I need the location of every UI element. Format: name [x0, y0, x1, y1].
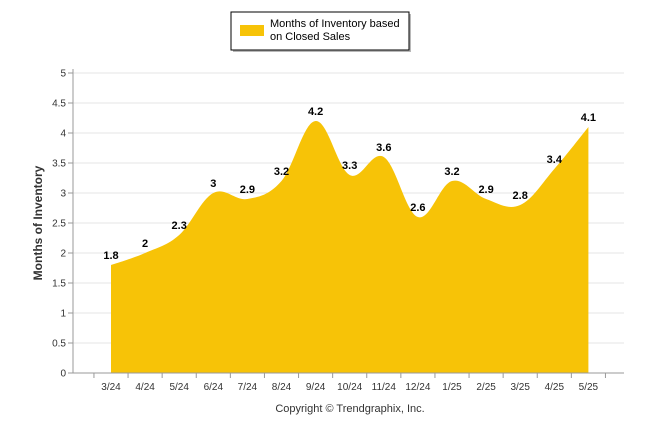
data-label: 2 — [142, 238, 148, 250]
data-label: 2.3 — [172, 220, 187, 232]
y-tick-label: 1.5 — [52, 279, 66, 290]
series-area-fill — [111, 120, 589, 373]
x-tick-label: 5/25 — [579, 382, 599, 393]
data-label: 3.2 — [444, 166, 459, 178]
legend: Months of Inventory based on Closed Sale… — [230, 11, 411, 52]
data-label: 2.8 — [513, 190, 528, 202]
x-tick-label: 4/24 — [135, 382, 155, 393]
data-label: 1.8 — [103, 250, 118, 262]
data-label: 2.9 — [478, 184, 493, 196]
y-axis-ticks: 0 0.5 1 1.5 2 2.5 3 3.5 4 4.5 5 — [52, 69, 73, 380]
data-label: 4.2 — [308, 106, 323, 118]
copyright-credit: Copyright © Trendgraphix, Inc. — [275, 403, 424, 415]
x-tick-label: 2/25 — [476, 382, 496, 393]
data-label: 3.2 — [274, 166, 289, 178]
data-labels: 1.8 2 2.3 3 2.9 3.2 4.2 3.3 3.6 2.6 3.2 2.9 2.8 3.4 4.… — [103, 106, 596, 262]
x-tick-label: 4/25 — [545, 382, 565, 393]
legend-swatch — [240, 25, 264, 36]
data-label: 3.3 — [342, 160, 357, 172]
y-tick-label: 5 — [60, 69, 66, 80]
y-tick-label: 1 — [60, 309, 66, 320]
data-label: 3 — [210, 178, 216, 190]
y-tick-label: 2 — [60, 249, 66, 260]
x-tick-label: 3/25 — [510, 382, 530, 393]
legend-line-2: on Closed Sales — [270, 31, 351, 43]
x-tick-label: 5/24 — [169, 382, 189, 393]
y-tick-label: 3 — [60, 189, 66, 200]
x-tick-label: 9/24 — [306, 382, 326, 393]
x-tick-label: 6/24 — [204, 382, 224, 393]
y-tick-label: 0 — [60, 369, 66, 380]
series-area — [111, 120, 589, 373]
x-tick-label: 8/24 — [272, 382, 292, 393]
x-tick-label: 12/24 — [405, 382, 430, 393]
x-tick-label: 7/24 — [238, 382, 258, 393]
x-axis-ticks: 3/24 4/24 5/24 6/24 7/24 8/24 9/24 10/24 11/24 12… — [93, 373, 606, 393]
y-tick-label: 0.5 — [52, 339, 66, 350]
axes — [72, 69, 624, 374]
data-label: 4.1 — [581, 112, 596, 124]
y-tick-label: 4 — [60, 129, 66, 140]
data-label: 2.9 — [240, 184, 255, 196]
x-tick-label: 3/24 — [101, 382, 121, 393]
data-label: 2.6 — [410, 202, 425, 214]
y-tick-label: 3.5 — [52, 159, 66, 170]
y-tick-label: 2.5 — [52, 219, 66, 230]
data-label: 3.6 — [376, 142, 391, 154]
y-tick-label: 4.5 — [52, 99, 66, 110]
x-tick-label: 10/24 — [337, 382, 362, 393]
y-axis-title: Months of Inventory — [31, 165, 45, 280]
x-tick-label: 1/25 — [442, 382, 462, 393]
x-tick-label: 11/24 — [372, 382, 397, 393]
legend-line-1: Months of Inventory based — [270, 18, 400, 30]
data-label: 3.4 — [547, 154, 563, 166]
